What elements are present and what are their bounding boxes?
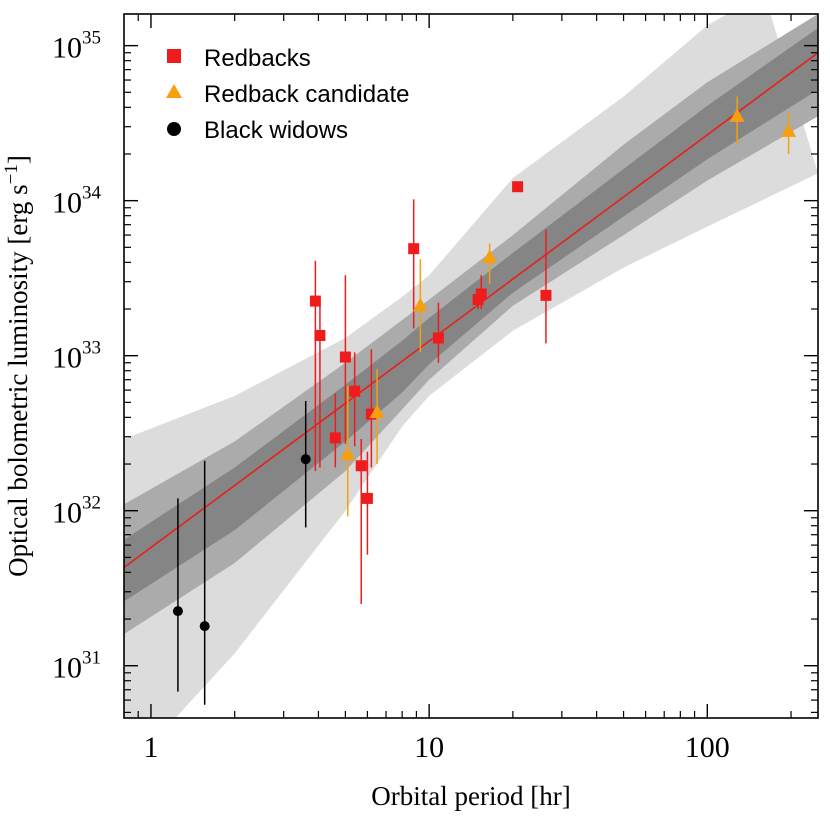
redbacks-point <box>329 432 341 444</box>
y-tick-label: 1033 <box>52 338 101 375</box>
redbacks-point <box>339 351 351 363</box>
x-tick-label: 1 <box>143 731 158 764</box>
fit-line <box>124 52 818 569</box>
y-axis-title-exponent: −1 <box>1 164 22 184</box>
legend: Redbacks Redback candidate Black widows <box>166 45 409 144</box>
legend-marker-redbacks <box>167 49 181 63</box>
x-axis-title: Orbital period [hr] <box>371 781 570 811</box>
redbacks-point <box>432 332 444 344</box>
y-axis-title-close: ] <box>3 155 33 164</box>
y-tick-label-base: 10 <box>52 652 82 685</box>
legend-label-black-widows: Black widows <box>204 117 348 144</box>
legend-marker-redback-candidate <box>166 84 182 98</box>
plot-frame <box>123 13 819 719</box>
redback-candidate-point <box>369 404 385 419</box>
redback-candidate-point <box>482 249 498 263</box>
redbacks-point <box>349 385 361 397</box>
x-tick-label: 100 <box>685 731 730 764</box>
redback-candidate-point <box>781 123 797 137</box>
y-tick-label-exponent: 34 <box>82 183 102 204</box>
y-tick-label-base: 10 <box>52 32 82 65</box>
black-widows-point <box>199 621 210 632</box>
y-tick-label-base: 10 <box>52 187 82 220</box>
legend-label-redback-candidate: Redback candidate <box>204 81 409 108</box>
redbacks-point <box>408 243 420 255</box>
y-axis-title-main: Optical bolometric luminosity [erg s <box>3 184 33 576</box>
y-tick-label: 1034 <box>52 183 102 220</box>
redbacks-point <box>540 289 552 301</box>
y-tick-label-exponent: 35 <box>82 28 101 49</box>
y-tick-label: 1035 <box>52 28 101 65</box>
black-widows-point <box>172 606 183 617</box>
x-tick-label: 10 <box>414 731 444 764</box>
black-widows-point <box>300 454 311 465</box>
confidence-band-3 <box>124 28 818 602</box>
redbacks-point <box>472 294 484 306</box>
fit-line-layer <box>124 52 818 569</box>
redbacks-point <box>475 288 487 300</box>
confidence-bands <box>124 14 818 718</box>
redbacks-point <box>309 295 321 307</box>
legend-marker-black-widows <box>167 122 181 136</box>
redbacks-point <box>314 329 326 341</box>
y-tick-label-base: 10 <box>52 342 82 375</box>
y-tick-label: 1032 <box>52 493 101 530</box>
redbacks-point <box>512 181 524 193</box>
y-tick-label-exponent: 33 <box>82 338 101 359</box>
y-tick-label-exponent: 31 <box>82 648 101 669</box>
redbacks-point <box>365 408 377 420</box>
data-points <box>172 96 797 705</box>
redback-candidate-point <box>412 297 428 312</box>
y-axis-title: Optical bolometric luminosity [erg s−1] <box>1 155 33 577</box>
redbacks-point <box>355 460 367 472</box>
legend-label-redbacks: Redbacks <box>204 45 311 72</box>
y-tick-label: 1031 <box>52 648 101 685</box>
redback-candidate-point <box>729 108 745 122</box>
redbacks-point <box>361 492 373 504</box>
y-tick-label-base: 10 <box>52 497 82 530</box>
y-tick-label-exponent: 32 <box>82 493 101 514</box>
redback-candidate-point <box>340 446 356 461</box>
